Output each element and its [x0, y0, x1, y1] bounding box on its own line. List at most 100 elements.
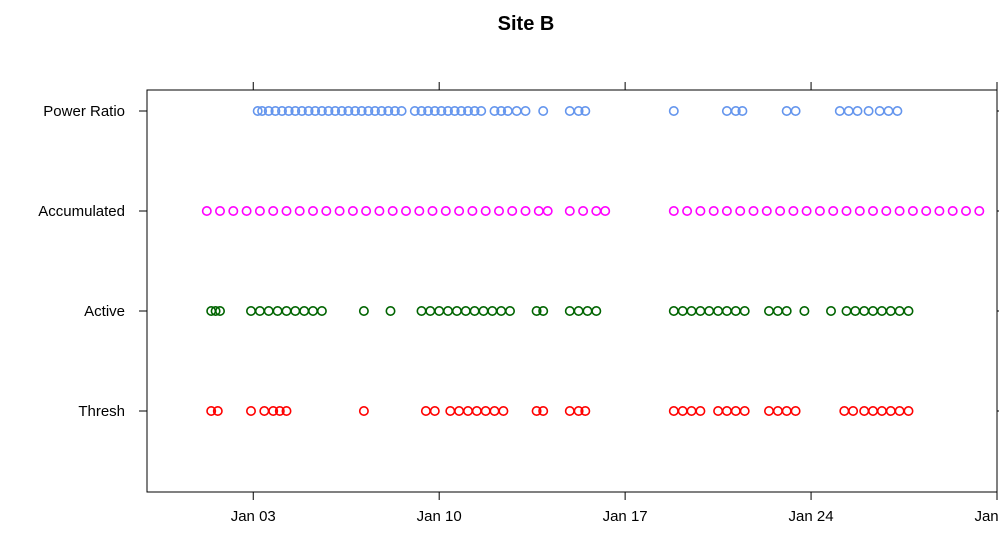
data-point — [387, 206, 398, 217]
data-point — [564, 405, 575, 416]
data-point — [246, 405, 257, 416]
data-point — [839, 405, 850, 416]
data-point — [761, 206, 772, 217]
data-point — [323, 106, 334, 117]
data-point — [504, 305, 515, 316]
data-point — [460, 305, 471, 316]
data-point — [533, 206, 544, 217]
data-point — [480, 206, 491, 217]
data-point — [268, 405, 279, 416]
data-point — [713, 305, 724, 316]
data-point — [721, 206, 732, 217]
data-point — [283, 106, 294, 117]
data-point — [841, 206, 852, 217]
data-point — [489, 106, 500, 117]
data-point — [389, 106, 400, 117]
data-point — [854, 206, 865, 217]
data-point — [427, 206, 438, 217]
data-point — [921, 206, 932, 217]
data-point — [469, 305, 480, 316]
data-point — [215, 206, 226, 217]
data-point — [476, 106, 487, 117]
data-point — [361, 206, 372, 217]
x-tick-label: Jan 03 — [231, 508, 276, 525]
plot-frame — [146, 89, 998, 493]
data-point — [781, 405, 792, 416]
data-point — [206, 405, 217, 416]
data-point — [737, 106, 748, 117]
data-point — [600, 206, 611, 217]
data-point — [883, 106, 894, 117]
data-point — [564, 305, 575, 316]
data-point — [580, 405, 591, 416]
data-point — [296, 106, 307, 117]
data-point — [668, 305, 679, 316]
x-tick-label: Jan 31 — [974, 508, 999, 525]
data-point — [520, 106, 531, 117]
data-point — [874, 106, 885, 117]
data-point — [573, 305, 584, 316]
data-point — [542, 206, 553, 217]
axis-ticks: Jan 03 Jan 10 Jan 17 Jan 24 Jan 31 Thresh Acti… — [38, 82, 999, 525]
chart-title: Site B — [498, 13, 555, 35]
data-point — [358, 305, 369, 316]
data-point — [814, 206, 825, 217]
data-point — [480, 405, 491, 416]
data-point — [409, 106, 420, 117]
data-point — [828, 206, 839, 217]
x-tick-label: Jan 17 — [603, 508, 648, 525]
data-point — [347, 206, 358, 217]
data-point — [892, 106, 903, 117]
data-point — [423, 106, 434, 117]
data-point — [358, 405, 369, 416]
data-point — [876, 305, 887, 316]
data-point — [721, 405, 732, 416]
data-point — [263, 305, 274, 316]
data-point — [538, 106, 549, 117]
data-point — [573, 405, 584, 416]
data-point — [429, 106, 440, 117]
data-point — [454, 405, 465, 416]
data-point — [478, 305, 489, 316]
data-point — [299, 305, 310, 316]
data-point — [252, 106, 263, 117]
data-point — [668, 106, 679, 117]
data-point — [383, 106, 394, 117]
data-point — [321, 206, 332, 217]
data-point — [781, 305, 792, 316]
data-point — [947, 206, 958, 217]
data-point — [210, 305, 221, 316]
data-point — [859, 405, 870, 416]
data-point — [876, 405, 887, 416]
data-point — [788, 206, 799, 217]
data-point — [708, 206, 719, 217]
data-point — [799, 305, 810, 316]
data-point — [713, 405, 724, 416]
data-point — [668, 405, 679, 416]
data-point — [442, 305, 453, 316]
data-point — [843, 106, 854, 117]
data-point — [487, 305, 498, 316]
data-point — [903, 305, 914, 316]
data-point — [907, 206, 918, 217]
data-point — [451, 305, 462, 316]
data-point — [201, 206, 212, 217]
data-point — [462, 405, 473, 416]
data-point — [246, 305, 257, 316]
data-point — [974, 206, 985, 217]
data-point — [356, 106, 367, 117]
data-point — [772, 305, 783, 316]
data-point — [263, 106, 274, 117]
data-point — [396, 106, 407, 117]
data-point — [290, 305, 301, 316]
data-point — [739, 305, 750, 316]
data-point — [578, 206, 589, 217]
data-point — [790, 106, 801, 117]
data-point — [591, 305, 602, 316]
data-point — [894, 206, 905, 217]
data-point — [801, 206, 812, 217]
data-point — [303, 106, 314, 117]
data-point — [903, 405, 914, 416]
data-point — [228, 206, 239, 217]
data-point — [281, 305, 292, 316]
